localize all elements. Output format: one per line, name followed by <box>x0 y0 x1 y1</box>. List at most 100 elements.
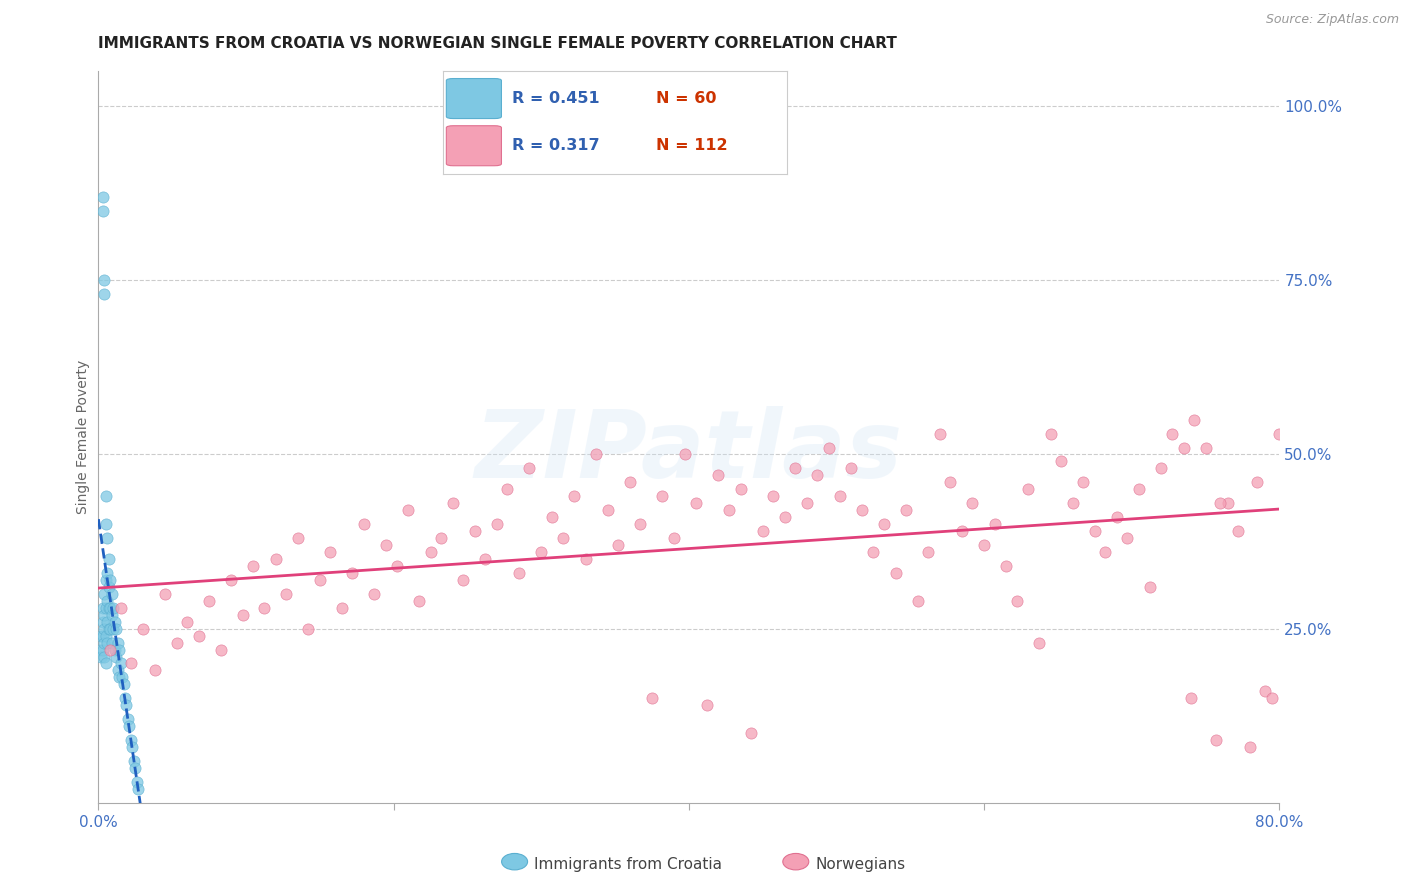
Point <box>91 600 114 615</box>
Point <box>90 649 112 664</box>
Point <box>94 573 117 587</box>
Circle shape <box>783 854 808 870</box>
Point <box>441 496 464 510</box>
Point <box>91 629 114 643</box>
Point <box>96 531 118 545</box>
Point <box>176 615 198 629</box>
Point <box>873 517 896 532</box>
Point <box>1094 545 1116 559</box>
Text: N = 60: N = 60 <box>657 91 717 106</box>
Point <box>451 573 474 587</box>
Point <box>120 733 142 747</box>
Point <box>89 642 111 657</box>
Point <box>97 552 120 566</box>
Point <box>1227 524 1250 538</box>
Point <box>773 510 796 524</box>
Point <box>464 524 486 538</box>
Y-axis label: Single Female Poverty: Single Female Poverty <box>76 360 90 514</box>
Point <box>806 468 828 483</box>
Point <box>1128 483 1150 497</box>
Point <box>100 607 122 622</box>
Point <box>104 615 127 629</box>
Point <box>1028 635 1050 649</box>
Point <box>540 510 562 524</box>
Point <box>104 642 127 657</box>
Point <box>93 287 115 301</box>
Point <box>124 761 146 775</box>
Point <box>1005 594 1028 608</box>
Point <box>93 622 115 636</box>
Point <box>122 754 145 768</box>
Point <box>408 594 430 608</box>
Point <box>274 587 297 601</box>
Point <box>530 545 553 559</box>
Point <box>641 691 664 706</box>
Point <box>752 524 775 538</box>
Point <box>97 580 120 594</box>
Point <box>91 642 114 657</box>
Point <box>330 600 353 615</box>
Point <box>90 629 112 643</box>
Point <box>1062 496 1084 510</box>
Point <box>862 545 884 559</box>
Point <box>419 545 441 559</box>
Point <box>187 629 209 643</box>
Point <box>851 503 873 517</box>
Point <box>950 524 973 538</box>
FancyBboxPatch shape <box>446 126 502 166</box>
Point <box>93 587 115 601</box>
Point <box>619 475 641 490</box>
Point <box>342 566 364 580</box>
Point <box>115 698 138 713</box>
Point <box>1039 426 1062 441</box>
Point <box>385 558 408 573</box>
Point <box>707 468 730 483</box>
Point <box>132 622 155 636</box>
Point <box>221 573 243 587</box>
Point <box>696 698 718 713</box>
Point <box>93 649 115 664</box>
Point <box>1139 580 1161 594</box>
Point <box>97 600 120 615</box>
Text: Immigrants from Croatia: Immigrants from Croatia <box>534 857 723 871</box>
Point <box>1160 426 1182 441</box>
Point <box>1268 426 1291 441</box>
Point <box>112 677 135 691</box>
Point <box>553 531 575 545</box>
Point <box>97 622 120 636</box>
Point <box>894 503 917 517</box>
Text: Norwegians: Norwegians <box>815 857 905 871</box>
Point <box>983 517 1005 532</box>
Point <box>242 558 264 573</box>
Point <box>232 607 254 622</box>
Point <box>93 273 115 287</box>
Point <box>828 489 851 503</box>
Point <box>508 566 530 580</box>
Point <box>103 622 125 636</box>
Point <box>1205 733 1227 747</box>
Point <box>1275 454 1298 468</box>
Point <box>486 517 509 532</box>
Point <box>474 552 496 566</box>
Point <box>717 503 740 517</box>
Point <box>105 649 128 664</box>
Point <box>94 489 117 503</box>
Point <box>319 545 342 559</box>
Point <box>98 573 121 587</box>
Point <box>100 587 122 601</box>
Point <box>108 642 131 657</box>
Point <box>762 489 785 503</box>
Point <box>929 426 952 441</box>
Point <box>1071 475 1094 490</box>
Point <box>1246 475 1268 490</box>
Point <box>94 600 117 615</box>
Point <box>264 552 287 566</box>
Point <box>1284 441 1306 455</box>
Point <box>118 719 141 733</box>
Text: Source: ZipAtlas.com: Source: ZipAtlas.com <box>1265 13 1399 27</box>
Point <box>121 740 143 755</box>
Point <box>363 587 385 601</box>
Point <box>939 475 962 490</box>
Point <box>93 635 115 649</box>
Point <box>309 573 332 587</box>
